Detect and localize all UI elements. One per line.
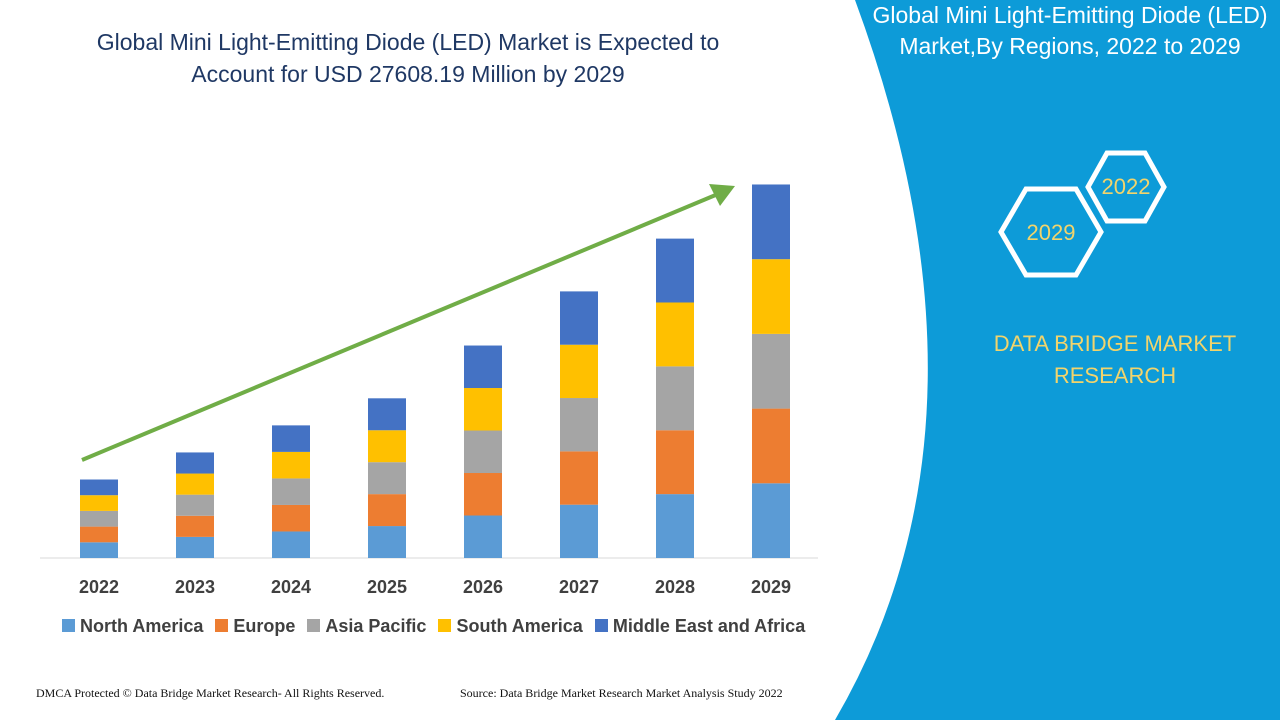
bar-segment: [656, 302, 694, 367]
legend-swatch: [594, 619, 608, 632]
bar-segment: [656, 238, 694, 303]
brand: DATA BRIDGE MARKET RESEARCH: [993, 331, 1237, 388]
x-tick-label: 2024: [271, 577, 311, 597]
legend-label: South America: [456, 616, 583, 636]
bar-segment: [464, 430, 502, 474]
badge-label: 2022: [1102, 174, 1151, 199]
bar-segment: [464, 388, 502, 431]
bar-segment: [80, 510, 118, 527]
bar-segment: [368, 526, 406, 558]
bar-segment: [272, 425, 310, 452]
bar-segment: [176, 473, 214, 495]
bar-segment: [560, 451, 598, 505]
bar-segment: [176, 515, 214, 537]
bar-segment: [656, 430, 694, 495]
bar-segment: [464, 515, 502, 558]
bar-segment: [752, 408, 790, 484]
legend-swatch: [438, 619, 452, 632]
legend-item: Europe: [215, 616, 295, 637]
legend-item: Asia Pacific: [307, 616, 426, 637]
source: Source: Data Bridge Market Research Mark…: [460, 686, 783, 700]
bar-segment: [176, 494, 214, 516]
bar-segment: [80, 479, 118, 496]
legend-label: Europe: [233, 616, 296, 636]
legend: North America Europe Asia Pacific South Ame…: [62, 616, 805, 637]
bar-segment: [656, 366, 694, 431]
bar-segment: [464, 345, 502, 389]
bar-segment: [80, 495, 118, 511]
bar-segment: [368, 398, 406, 431]
legend-label: Asia Pacific: [325, 616, 427, 636]
hexagon: [1085, 150, 1167, 224]
bar-segment: [272, 504, 310, 532]
bar-segment: [272, 478, 310, 505]
bar-segment: [80, 526, 118, 543]
bar-segment: [560, 291, 598, 345]
bar-segment: [272, 531, 310, 558]
side-panel-bg: [835, 0, 1280, 720]
bar-segment: [752, 259, 790, 334]
bar-segment: [272, 451, 310, 479]
chart-title: Global Mini Light-Emitting Diode (LED) M…: [96, 29, 720, 87]
bar-segment: [80, 542, 118, 558]
bar-segment: [752, 483, 790, 558]
bar-segment: [368, 462, 406, 495]
x-tick-label: 2026: [463, 577, 503, 597]
legend-swatch: [307, 619, 321, 632]
copyright: DMCA Protected © Data Bridge Market Rese…: [36, 686, 385, 700]
bar-segment: [560, 344, 598, 399]
bar-segment: [560, 398, 598, 452]
x-tick-label: 2029: [751, 577, 791, 597]
bar-segment: [464, 473, 502, 516]
legend-swatch: [62, 619, 75, 632]
legend-label: Middle East and Africa: [612, 616, 806, 636]
hexagon: [998, 186, 1104, 278]
x-tick-label: 2028: [655, 577, 695, 597]
bar-segment: [176, 536, 214, 558]
bar-segment: [752, 184, 790, 260]
legend-label: North America: [80, 616, 204, 636]
x-tick-label: 2027: [559, 577, 599, 597]
arrow-head: [709, 184, 735, 206]
legend-item: Middle East and Africa: [594, 616, 806, 637]
bar-segment: [560, 504, 598, 558]
bar-segment: [176, 452, 214, 474]
x-tick-label: 2025: [367, 577, 407, 597]
bar-segment: [368, 430, 406, 463]
badge-label: 2029: [1027, 220, 1076, 245]
legend-item: North America: [62, 616, 203, 637]
x-tick-label: 2023: [175, 577, 215, 597]
side-title: Global Mini Light-Emitting Diode (LED) M…: [872, 2, 1268, 59]
bar-segment: [368, 494, 406, 527]
bars: [80, 184, 790, 558]
legend-swatch: [215, 619, 229, 632]
legend-item: South America: [438, 616, 583, 637]
x-tick-label: 2022: [79, 577, 119, 597]
bar-segment: [752, 333, 790, 409]
trend-arrow: [81, 192, 719, 462]
bar-segment: [656, 494, 694, 558]
